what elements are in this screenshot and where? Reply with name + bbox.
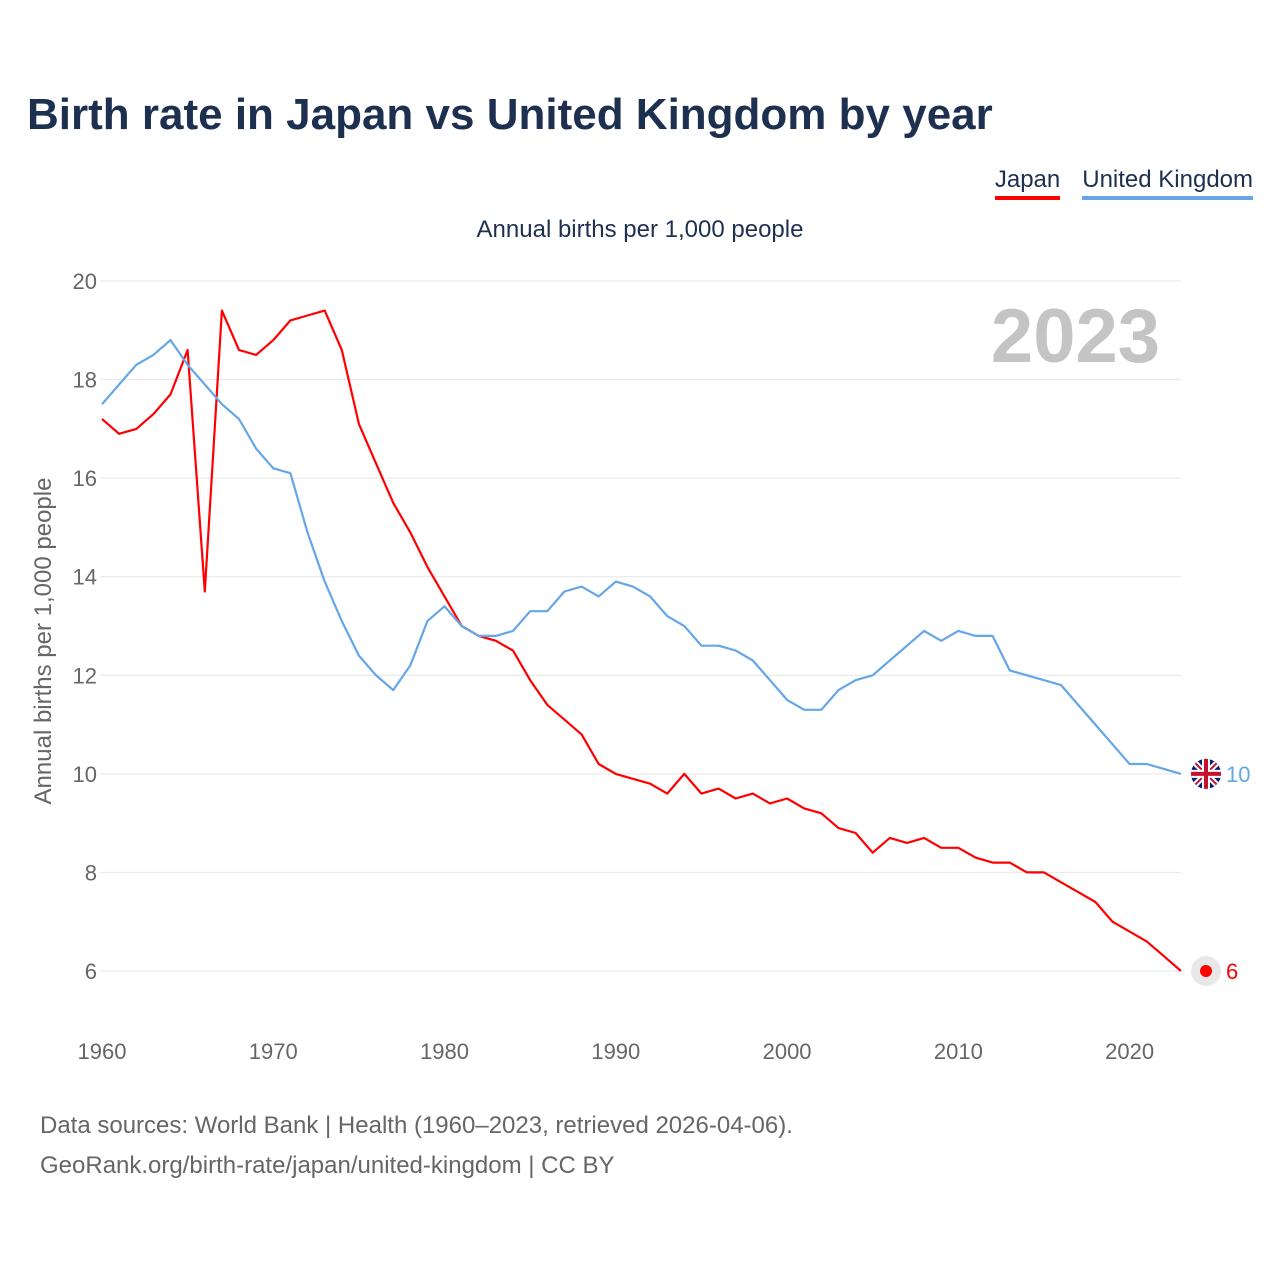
uk-flag-marker	[1191, 758, 1221, 789]
y-tick-label: 14	[73, 565, 97, 590]
series-line-japan[interactable]	[101, 309, 1182, 972]
x-tick-label: 2010	[934, 1039, 983, 1064]
y-tick-label: 18	[73, 368, 97, 393]
x-tick-label: 1990	[591, 1039, 640, 1064]
footer-link[interactable]: GeoRank.org/birth-rate/japan/united-king…	[40, 1152, 615, 1179]
series-line-united-kingdom[interactable]	[101, 339, 1182, 775]
y-tick-label: 6	[85, 959, 97, 984]
end-value-label: 10	[1226, 762, 1250, 787]
y-tick-label: 10	[73, 762, 97, 787]
y-tick-label: 16	[73, 466, 97, 491]
legend-japan[interactable]: Japan	[994, 166, 1061, 200]
year-watermark: 2023	[991, 294, 1160, 379]
legend-united-kingdom[interactable]: United Kingdom	[1082, 166, 1253, 200]
y-tick-label: 20	[73, 269, 97, 294]
legend: Japan United Kingdom	[994, 166, 1253, 200]
y-axis-label: Annual births per 1,000 people	[30, 478, 57, 805]
chart-subtitle: Annual births per 1,000 people	[476, 216, 804, 243]
end-value-label: 6	[1226, 959, 1238, 984]
x-tick-label: 2020	[1105, 1039, 1154, 1064]
japan-flag-dot	[1200, 965, 1212, 977]
footer-sources: Data sources: World Bank | Health (1960–…	[40, 1112, 793, 1139]
y-tick-label: 8	[85, 860, 97, 885]
x-tick-label: 2000	[763, 1039, 812, 1064]
x-tick-label: 1980	[420, 1039, 469, 1064]
chart-title: Birth rate in Japan vs United Kingdom by…	[27, 90, 993, 139]
x-tick-label: 1970	[249, 1039, 298, 1064]
x-tick-label: 1960	[78, 1039, 127, 1064]
footer: Data sources: World Bank | Health (1960–…	[40, 1106, 793, 1186]
y-tick-label: 12	[73, 663, 97, 688]
